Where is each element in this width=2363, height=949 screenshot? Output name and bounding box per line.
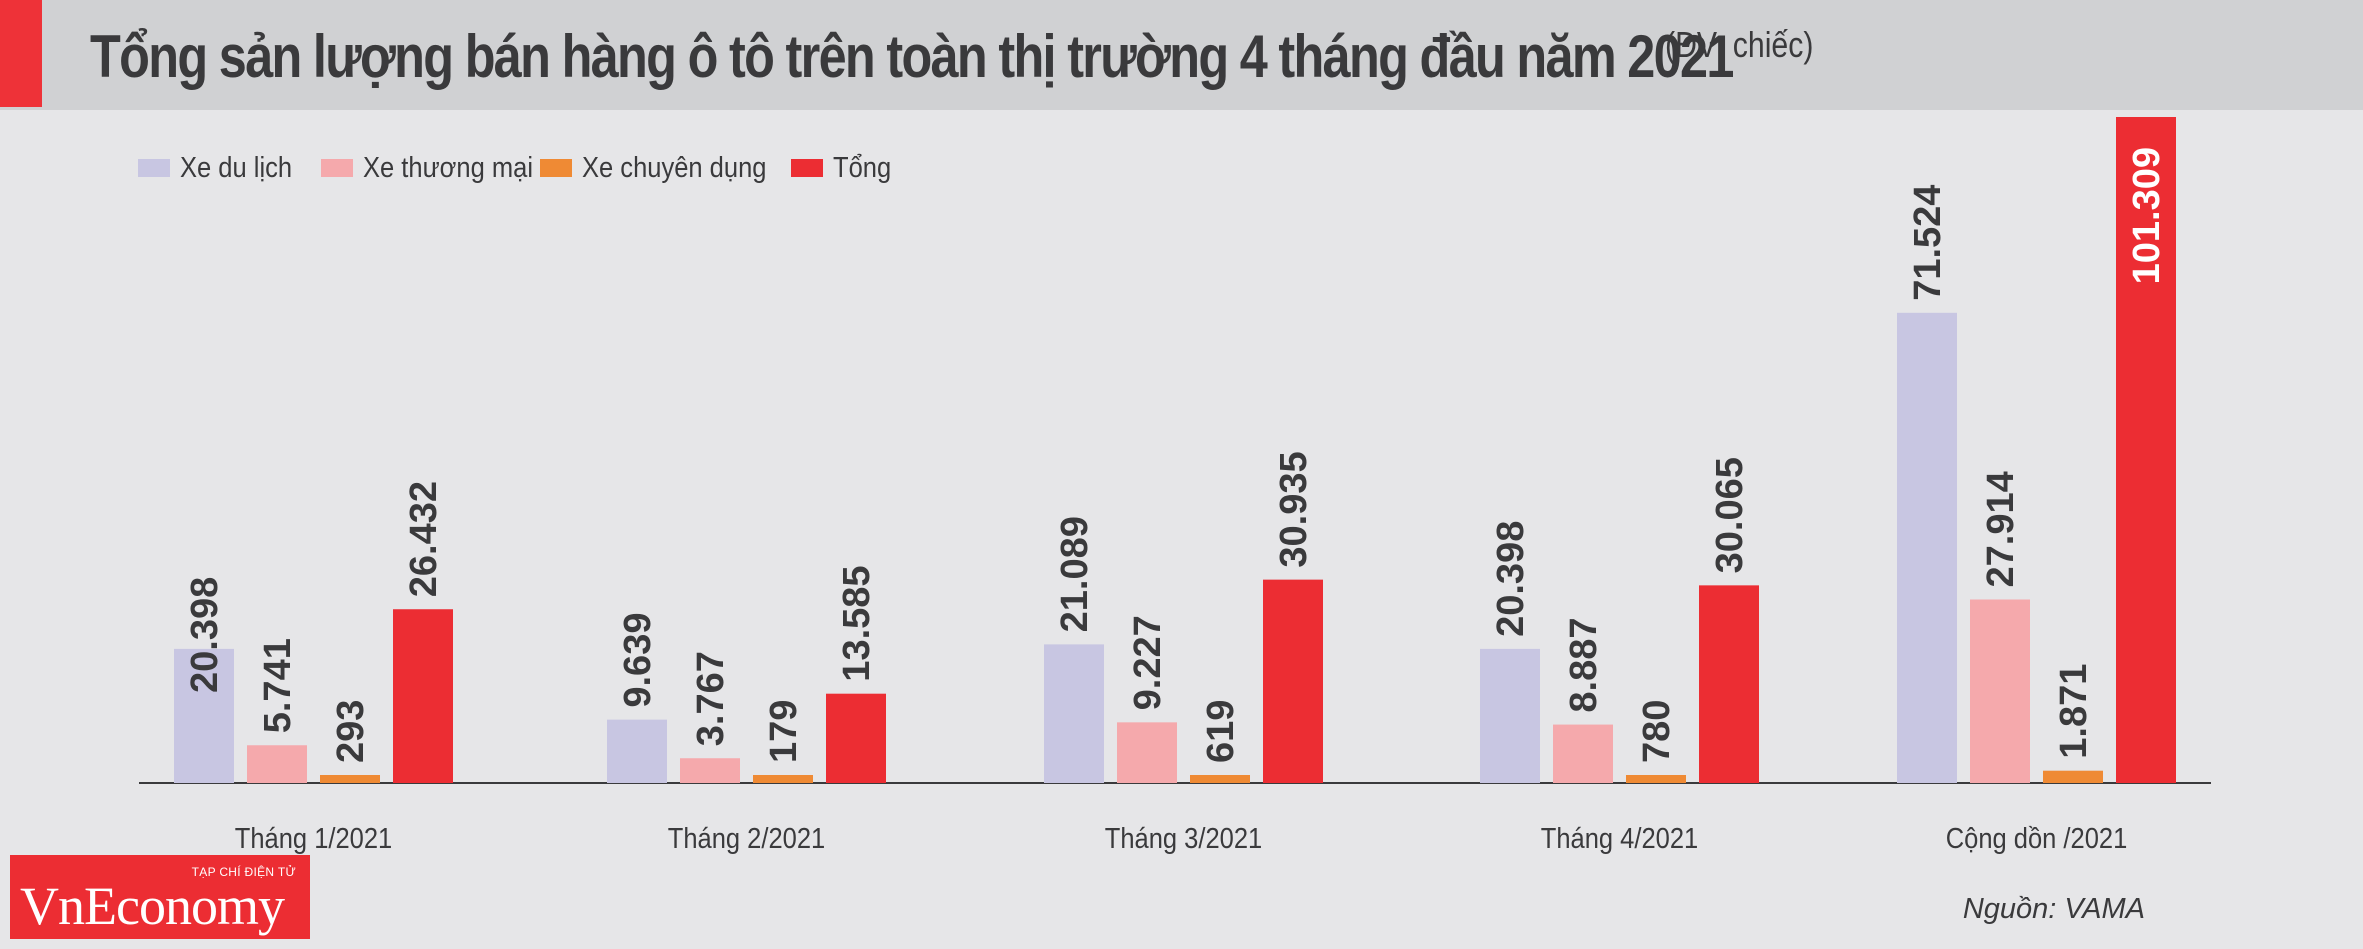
header-bar (0, 0, 2363, 110)
bar-1-1 (174, 648, 234, 783)
bar-4-1 (393, 609, 453, 783)
data-label-3-1: 293 (330, 700, 372, 763)
chart-title: Tổng sản lượng bán hàng ô tô trên toàn t… (90, 23, 1734, 90)
data-label-2-5: 27.914 (1980, 471, 2022, 587)
legend-item-xe-chuyen-dung: Xe chuyên dụng (540, 148, 792, 188)
data-label-2-1: 5.741 (257, 638, 299, 733)
legend-item-xe-thuong-mai: Xe thương mại (321, 148, 556, 188)
bar-1-5 (1897, 312, 1957, 783)
data-label-1-4: 20.398 (1490, 521, 1532, 637)
data-label-3-4: 780 (1636, 700, 1678, 763)
bar-4-5 (2116, 117, 2176, 783)
logo-brand: VnEconomy (20, 876, 285, 936)
legend-item-xe-du-lich: Xe du lịch (138, 148, 307, 188)
bar-4-3 (1263, 579, 1323, 783)
legend-label: Xe chuyên dụng (582, 151, 767, 184)
data-label-2-4: 8.887 (1563, 617, 1605, 712)
category-label-1: Tháng 1/2021 (235, 821, 392, 854)
bar-2-1 (247, 745, 307, 783)
category-label-2: Tháng 2/2021 (668, 821, 825, 854)
category-label-5: Cộng dồn /2021 (1946, 821, 2128, 854)
data-label-4-3: 30.935 (1273, 451, 1315, 567)
logo-tagline: TẠP CHÍ ĐIỆN TỬ (191, 865, 296, 879)
source-note: Nguồn: VAMA (1962, 893, 2145, 925)
legend-label: Xe thương mại (363, 151, 534, 184)
data-label-1-5: 71.524 (1907, 185, 1949, 301)
data-label-2-3: 9.227 (1127, 615, 1169, 710)
bar-3-3 (1190, 775, 1250, 783)
category-label-3: Tháng 3/2021 (1105, 821, 1262, 854)
header-accent (0, 0, 42, 107)
legend-item-tong: Tổng (791, 148, 899, 188)
bar-1-4 (1480, 648, 1540, 783)
bar-1-2 (607, 719, 667, 783)
legend-swatch (791, 159, 823, 177)
category-label-4: Tháng 4/2021 (1541, 821, 1698, 854)
unit-label: (ĐV: chiếc) (1665, 24, 1814, 65)
bar-3-5 (2043, 770, 2103, 783)
data-label-1-3: 21.089 (1054, 516, 1096, 632)
bar-4-2 (826, 693, 886, 783)
data-label-3-5: 1.871 (2053, 664, 2095, 759)
legend-swatch (138, 159, 170, 177)
data-label-3-2: 179 (763, 700, 805, 763)
bar-3-1 (320, 775, 380, 783)
data-label-2-2: 3.767 (690, 651, 732, 746)
data-label-4-4: 30.065 (1709, 457, 1751, 573)
data-label-4-5: 101.309 (2126, 147, 2168, 284)
bar-2-2 (680, 758, 740, 783)
bar-2-4 (1553, 724, 1613, 783)
data-label-3-3: 619 (1200, 700, 1242, 763)
bar-3-2 (753, 775, 813, 783)
bar-1-3 (1044, 644, 1104, 783)
data-label-4-1: 26.432 (403, 481, 445, 597)
data-label-1-1: 20.398 (184, 577, 226, 693)
legend-label: Xe du lịch (180, 151, 293, 184)
bar-2-5 (1970, 599, 2030, 783)
legend-swatch (321, 159, 353, 177)
data-label-4-2: 13.585 (836, 565, 878, 681)
legend-swatch (540, 159, 572, 177)
vneconomy-logo: TẠP CHÍ ĐIỆN TỬ VnEconomy (10, 855, 310, 939)
chart-title-row: Tổng sản lượng bán hàng ô tô trên toàn t… (90, 22, 2046, 92)
bar-3-4 (1626, 775, 1686, 783)
legend-label: Tổng (833, 151, 892, 184)
bar-2-3 (1117, 722, 1177, 783)
data-label-1-2: 9.639 (617, 613, 659, 708)
bar-4-4 (1699, 585, 1759, 783)
